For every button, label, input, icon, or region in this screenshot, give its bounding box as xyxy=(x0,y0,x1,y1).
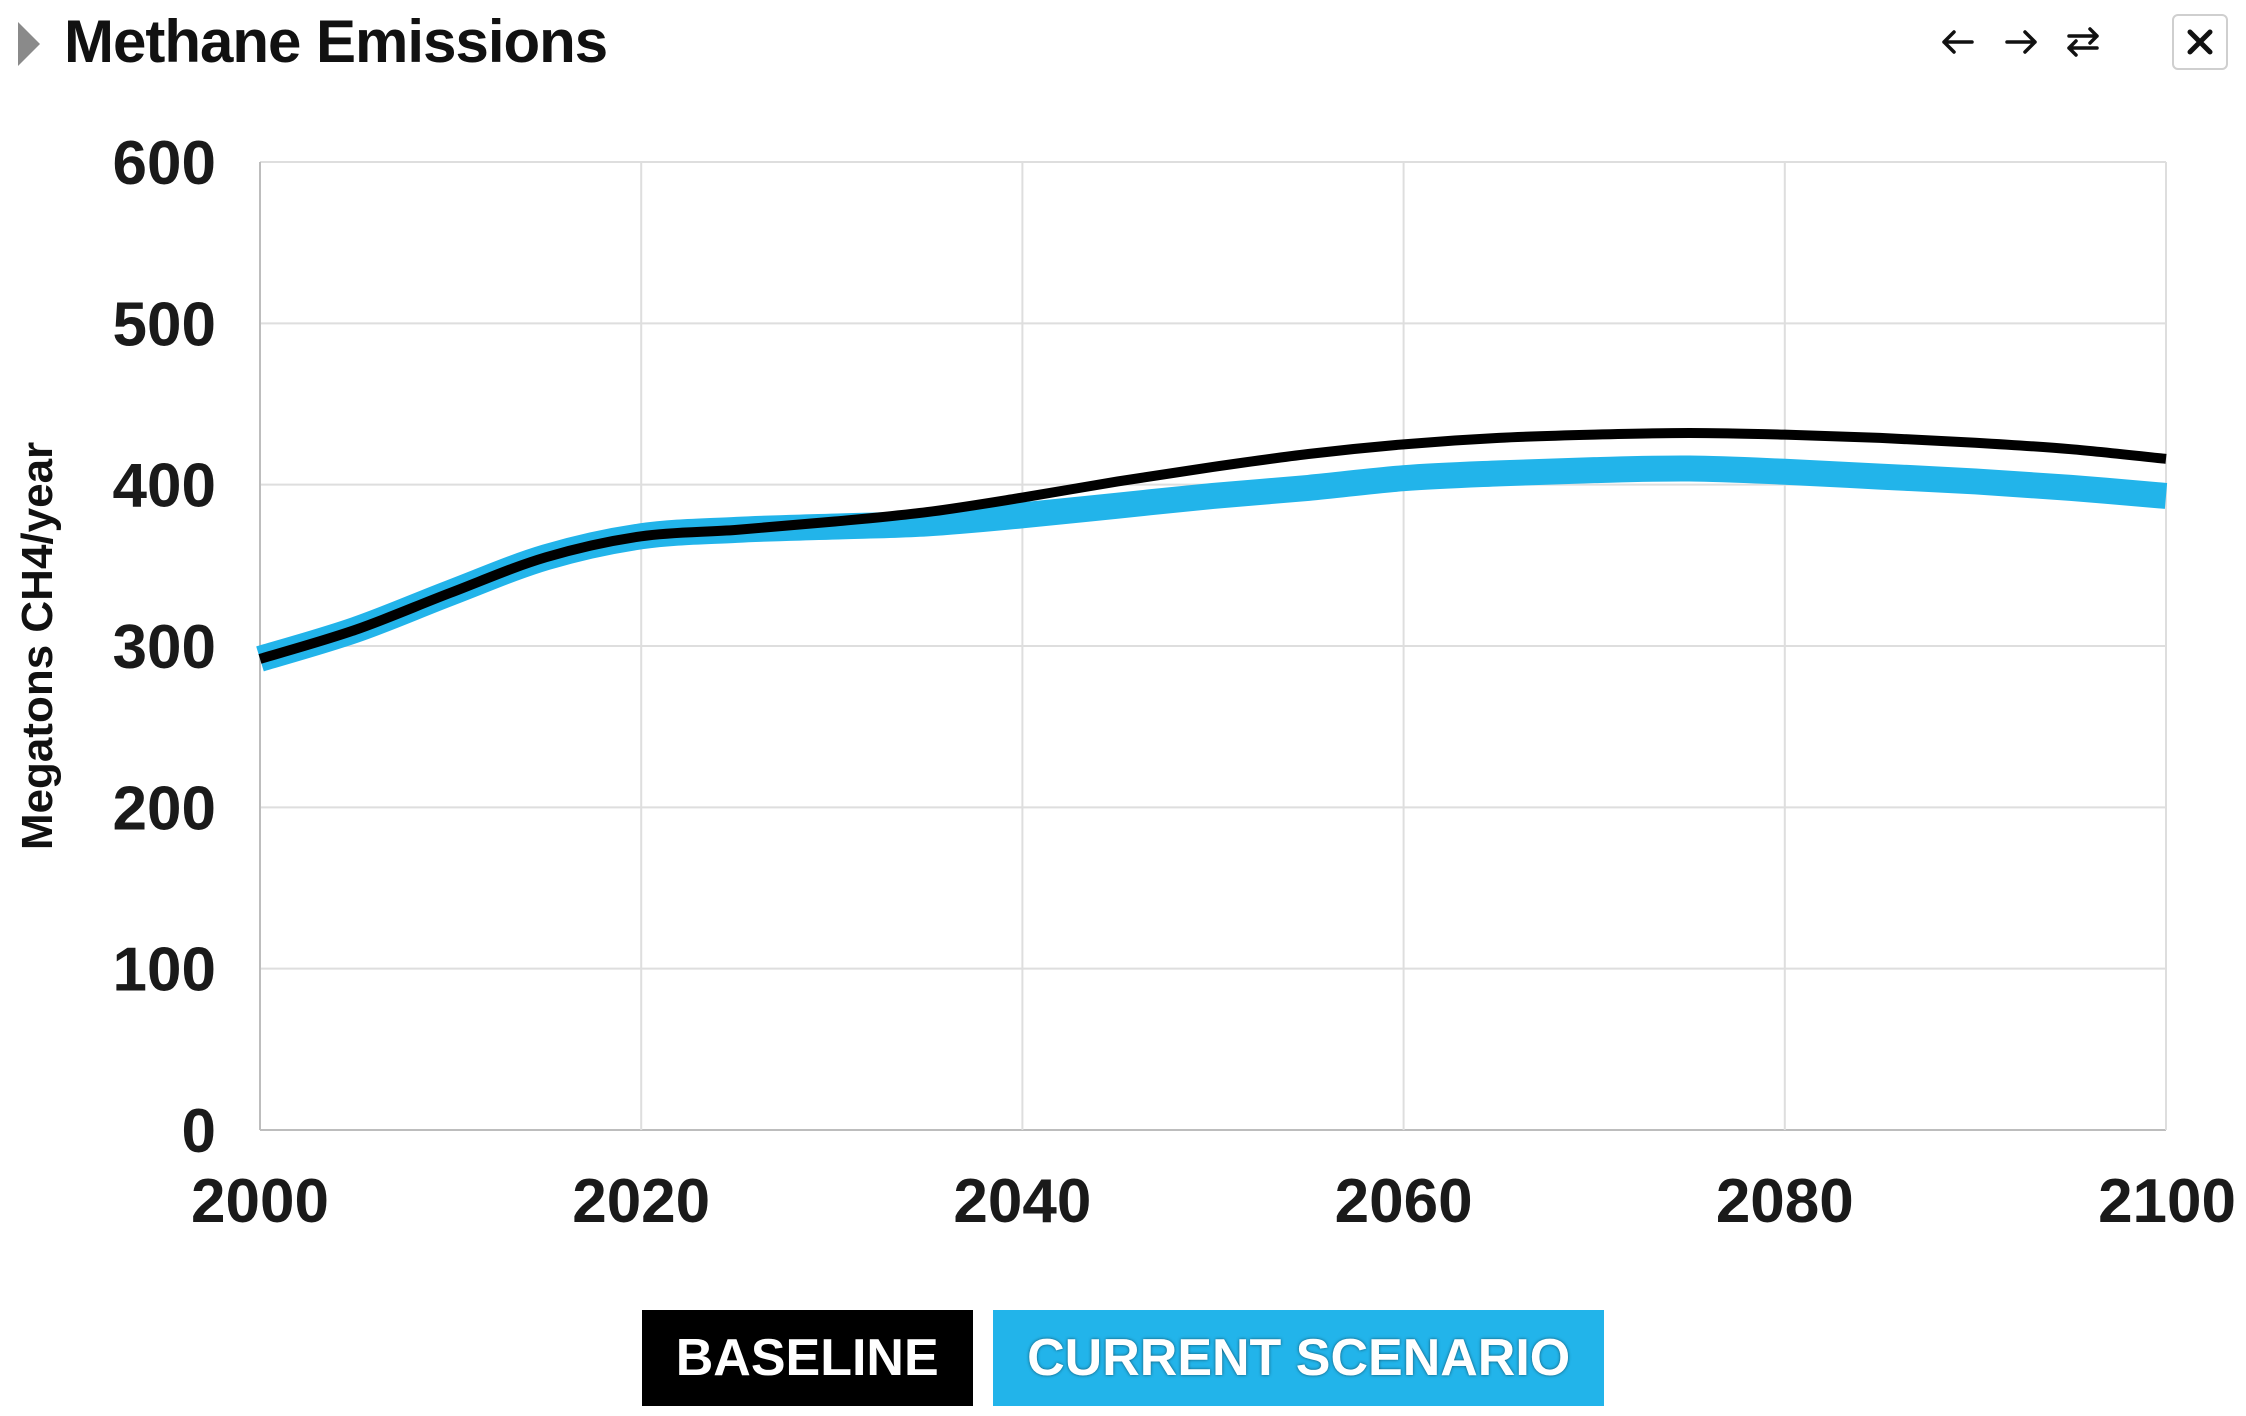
methane-chart: 0 100 200 300 400 500 600 2000 2020 2040 2060 2080… xyxy=(13,129,2236,1236)
chart-header: Methane Emissions xyxy=(0,0,2246,90)
x-tick-label: 2020 xyxy=(572,1167,710,1236)
y-axis-ticks: 0 100 200 300 400 500 600 xyxy=(113,129,216,1166)
page-title: Methane Emissions xyxy=(64,8,608,75)
chart-grid xyxy=(259,161,2167,1131)
swap-button[interactable] xyxy=(2057,16,2109,68)
x-tick-label: 2000 xyxy=(191,1167,329,1236)
chart-series xyxy=(256,428,2168,672)
x-tick-label: 2060 xyxy=(1335,1167,1473,1236)
legend: BASELINE CURRENT SCENARIO xyxy=(0,1310,2246,1406)
arrow-left-icon xyxy=(1942,30,1974,54)
forward-button[interactable] xyxy=(1995,16,2047,68)
arrow-right-icon xyxy=(2005,30,2037,54)
y-tick-label: 0 xyxy=(182,1097,216,1166)
close-icon xyxy=(2187,29,2213,55)
expand-triangle-icon[interactable] xyxy=(18,22,40,66)
x-tick-label: 2040 xyxy=(953,1167,1091,1236)
legend-current-scenario-button[interactable]: CURRENT SCENARIO xyxy=(993,1310,1605,1406)
legend-baseline-button[interactable]: BASELINE xyxy=(641,1310,973,1406)
baseline-line xyxy=(258,428,2167,664)
y-tick-label: 200 xyxy=(113,774,216,843)
x-axis-ticks: 2000 2020 2040 2060 2080 2100 xyxy=(191,1167,2236,1236)
y-tick-label: 500 xyxy=(113,290,216,359)
y-tick-label: 600 xyxy=(113,129,216,198)
y-tick-label: 100 xyxy=(113,936,216,1005)
close-button[interactable] xyxy=(2172,14,2228,70)
y-tick-label: 400 xyxy=(113,452,216,521)
x-tick-label: 2100 xyxy=(2098,1167,2236,1236)
y-axis-label: Megatons CH4/year xyxy=(13,442,62,850)
back-button[interactable] xyxy=(1932,16,1984,68)
current-scenario-line xyxy=(256,455,2168,672)
x-tick-label: 2080 xyxy=(1716,1167,1854,1236)
swap-icon xyxy=(2067,27,2099,57)
y-tick-label: 300 xyxy=(113,613,216,682)
